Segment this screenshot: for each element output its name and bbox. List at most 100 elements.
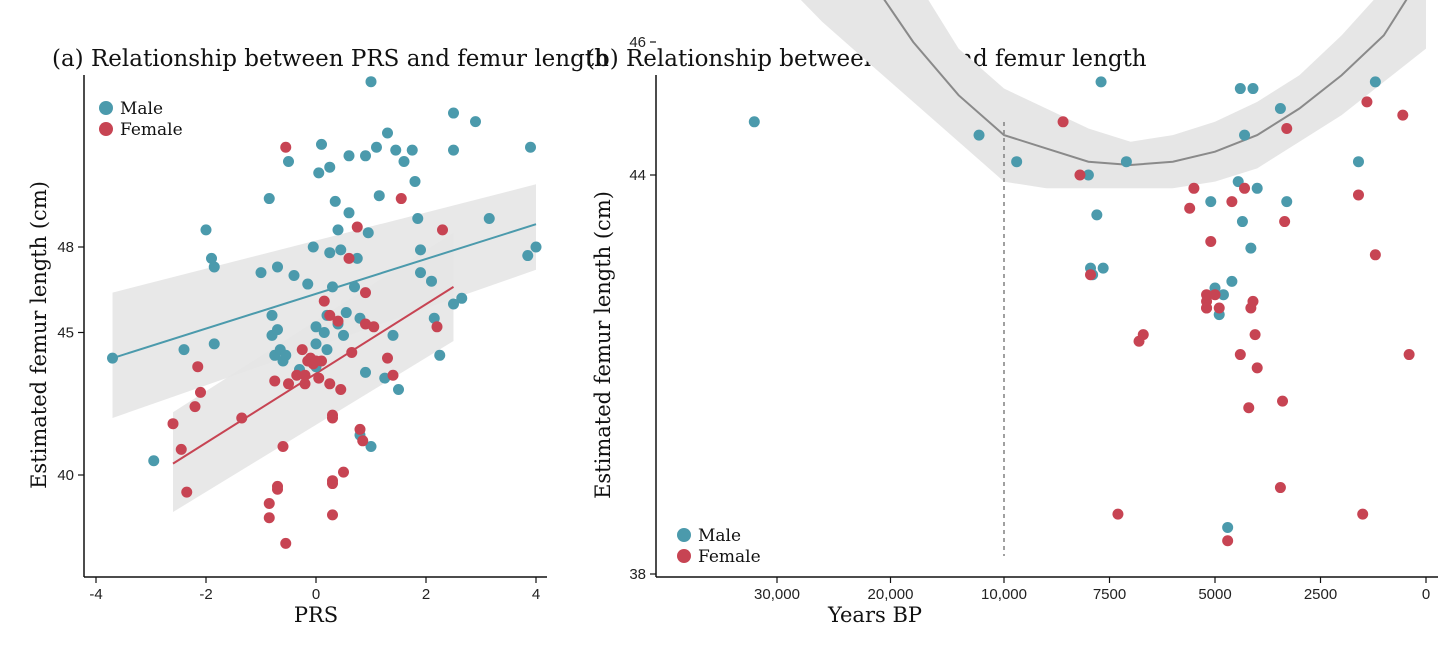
panel-a-point-male [272,324,283,336]
panel-b-point-female [1279,216,1291,228]
panel-b-point-female [1205,236,1217,247]
panel-b-x-axis-label: Years BP [827,603,922,627]
panel-b-point-male [748,116,760,128]
panel-a-point-female [299,378,311,390]
panel-a-point-female [167,418,179,430]
panel-a-fit-line-female [172,286,455,465]
panel-a-point-female [387,369,399,381]
panel-a-point-male [324,247,336,259]
panel-a-point-male [178,344,190,356]
panel-a-legend: Male Female [99,99,183,140]
panel-a-legend-male-label: Male [120,99,163,119]
panel-a-x-tick-label: -4 [89,586,102,603]
panel-b-y-tick-label: 46 [629,34,646,51]
panel-b-x-tick-label: 5000 [1198,586,1231,603]
panel-b-point-male [1120,156,1132,168]
panel-a-point-male [365,441,377,452]
panel-b-point-male [973,129,985,141]
panel-a-point-female [263,512,275,524]
panel-b-point-female [1057,116,1069,128]
panel-b-legend-female-label: Female [698,547,761,567]
panel-a-point-female [351,221,363,233]
panel-a-x-tick-label: 4 [532,586,540,603]
panel-a-point-male [283,156,294,167]
panel-a-point-male [470,116,481,128]
panel-a-point-male [382,127,393,139]
panel-b-point-male [1274,103,1286,114]
panel-a-point-male [310,321,322,333]
panel-a-point-female [346,346,358,358]
panel-a-point-male [340,307,352,319]
panel-b-point-female [1281,122,1293,134]
panel-a-point-male [448,107,459,119]
panel-b-point-male [1251,182,1263,194]
panel-b-point-female [1213,302,1225,314]
panel-a-prs-chart: (a) Relationship between PRS and femur l… [27,46,609,627]
panel-a-point-male [338,329,349,341]
panel-a-point-female [437,224,448,236]
panel-b-point-male [1352,156,1364,168]
panel-a-ci-band-female [173,232,454,513]
panel-a-point-female [357,435,369,447]
panel-a-point-male [351,252,363,264]
panel-b-point-female [1369,249,1381,261]
panel-a-point-female [335,384,347,395]
panel-a-point-male [208,261,220,273]
panel-a-point-male [390,144,402,156]
panel-a-point-male [288,270,300,281]
panel-a-y-tick-label: 40 [57,467,74,484]
panel-a-point-female [316,355,327,367]
panel-b-point-male [1236,216,1248,228]
panel-b-point-male [1097,262,1109,274]
panel-b-point-female [1277,395,1289,407]
panel-b-point-female [1184,202,1196,214]
panel-b-point-female [1226,196,1238,208]
panel-a-point-female [360,318,371,330]
panel-a-point-male [360,366,371,378]
panel-a-point-male [483,213,495,224]
panel-a-legend-female-marker [99,122,113,136]
panel-b-point-female [1403,349,1415,361]
panel-b-point-female [1074,169,1086,181]
panel-a-point-female [360,287,371,299]
panel-a-point-male [522,250,534,262]
panel-a-point-male [255,267,267,279]
panel-a-point-male [335,244,347,256]
panel-b-point-female [1361,96,1373,108]
panel-a-point-male [272,261,283,273]
panel-a-point-male [415,244,426,256]
panel-b-point-male [1222,521,1234,533]
panel-a-point-male [456,292,468,304]
panel-b-point-male [1011,156,1023,168]
panel-b-point-female [1251,362,1263,374]
panel-b-point-female [1247,295,1259,307]
panel-a-point-male [310,338,322,350]
panel-a-point-male [448,298,459,310]
panel-b-x-tick-label: 20,000 [868,586,914,603]
panel-a-point-female [327,412,338,424]
panel-a-point-female [327,478,338,490]
panel-b-point-female [1234,349,1246,361]
panel-b-point-male [1082,169,1094,181]
panel-a-point-male [362,227,374,239]
panel-a-point-male [409,175,421,187]
panel-a-point-male [316,138,327,150]
panel-a-point-female [324,309,336,321]
panel-a-point-female [327,509,338,521]
panel-b-point-male [1226,275,1238,287]
panel-b-point-female [1222,535,1234,547]
panel-a-point-male [525,141,536,153]
panel-b-point-male [1281,196,1293,208]
panel-a-point-male [387,329,399,341]
panel-a-point-female [195,386,206,398]
panel-a-point-female [318,295,330,307]
panel-a-legend-male-marker [99,101,113,115]
panel-b-point-female [1188,182,1200,194]
panel-b-point-male [1091,209,1103,221]
panel-a-point-male [365,76,377,88]
panel-b-x-tick-label: 2500 [1304,586,1337,603]
panel-b-legend-male-label: Male [698,526,741,546]
panel-a-point-male [406,144,418,156]
panel-a-point-female [296,344,308,356]
panel-a-point-male [448,144,459,156]
